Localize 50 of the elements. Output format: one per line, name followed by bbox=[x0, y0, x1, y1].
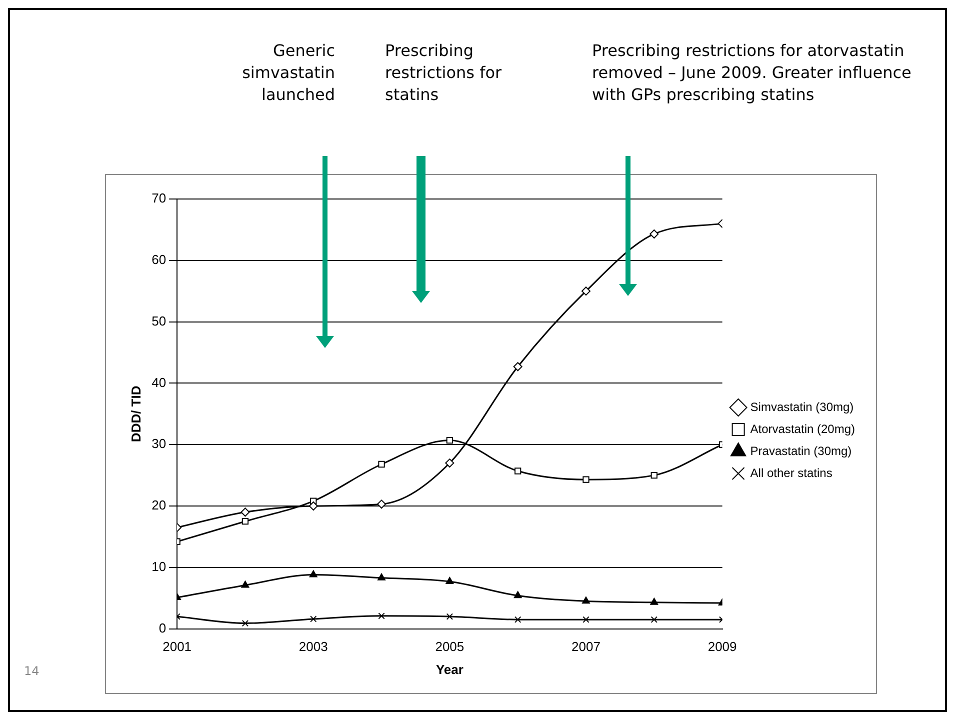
point bbox=[242, 518, 249, 525]
text: 14 bbox=[24, 664, 40, 678]
y-tick-label: 70 bbox=[152, 190, 166, 206]
point bbox=[378, 612, 385, 620]
point bbox=[514, 616, 522, 623]
point bbox=[582, 476, 590, 483]
y-tick-label: 60 bbox=[152, 252, 166, 267]
y-tick-label: 40 bbox=[152, 374, 166, 390]
text: Prescribing restrictions for statins bbox=[385, 40, 503, 106]
point bbox=[242, 620, 249, 627]
point bbox=[240, 508, 250, 517]
x-tick-label: 2007 bbox=[572, 639, 600, 654]
y-tick-label: 0 bbox=[158, 620, 166, 636]
y-tick-label: 20 bbox=[152, 498, 166, 513]
legend-label: Simvastatin (30mg) bbox=[750, 400, 854, 414]
text: Prescribing restrictions for atorvastatin removed – June 2009. Greater influence with GPs prescribing statins bbox=[592, 40, 912, 106]
legend-label: All other statins bbox=[750, 466, 832, 480]
y-axis-title: DDD/ TID bbox=[128, 386, 144, 442]
x-tick-label: 2005 bbox=[435, 639, 464, 654]
y-tick-label: 30 bbox=[152, 436, 166, 452]
point bbox=[581, 286, 590, 296]
point bbox=[241, 580, 250, 588]
point bbox=[377, 500, 386, 509]
x-axis-title: Year bbox=[436, 662, 464, 677]
point bbox=[650, 598, 658, 605]
legend-label: Atorvastatin (20mg) bbox=[750, 422, 856, 436]
point bbox=[446, 436, 454, 444]
point bbox=[445, 458, 454, 468]
x-tick-label: 2009 bbox=[708, 639, 737, 654]
point bbox=[378, 573, 386, 580]
point bbox=[446, 577, 454, 584]
legend-label: Pravastatin (30mg) bbox=[750, 444, 852, 458]
point bbox=[513, 362, 522, 372]
point bbox=[582, 596, 590, 604]
point bbox=[308, 502, 318, 510]
point bbox=[650, 616, 658, 623]
point bbox=[309, 570, 318, 578]
x-tick-label: 2001 bbox=[162, 639, 192, 654]
point bbox=[650, 472, 658, 479]
point bbox=[446, 613, 454, 620]
point bbox=[514, 468, 522, 474]
point bbox=[650, 230, 659, 238]
y-tick-label: 10 bbox=[152, 558, 166, 574]
x-tick-label: 2003 bbox=[298, 639, 328, 654]
point bbox=[378, 460, 385, 468]
point bbox=[582, 616, 590, 623]
y-tick-label: 50 bbox=[152, 313, 166, 328]
point bbox=[310, 616, 317, 622]
point bbox=[514, 591, 522, 598]
text: Generic simvastatin launched bbox=[241, 40, 335, 106]
